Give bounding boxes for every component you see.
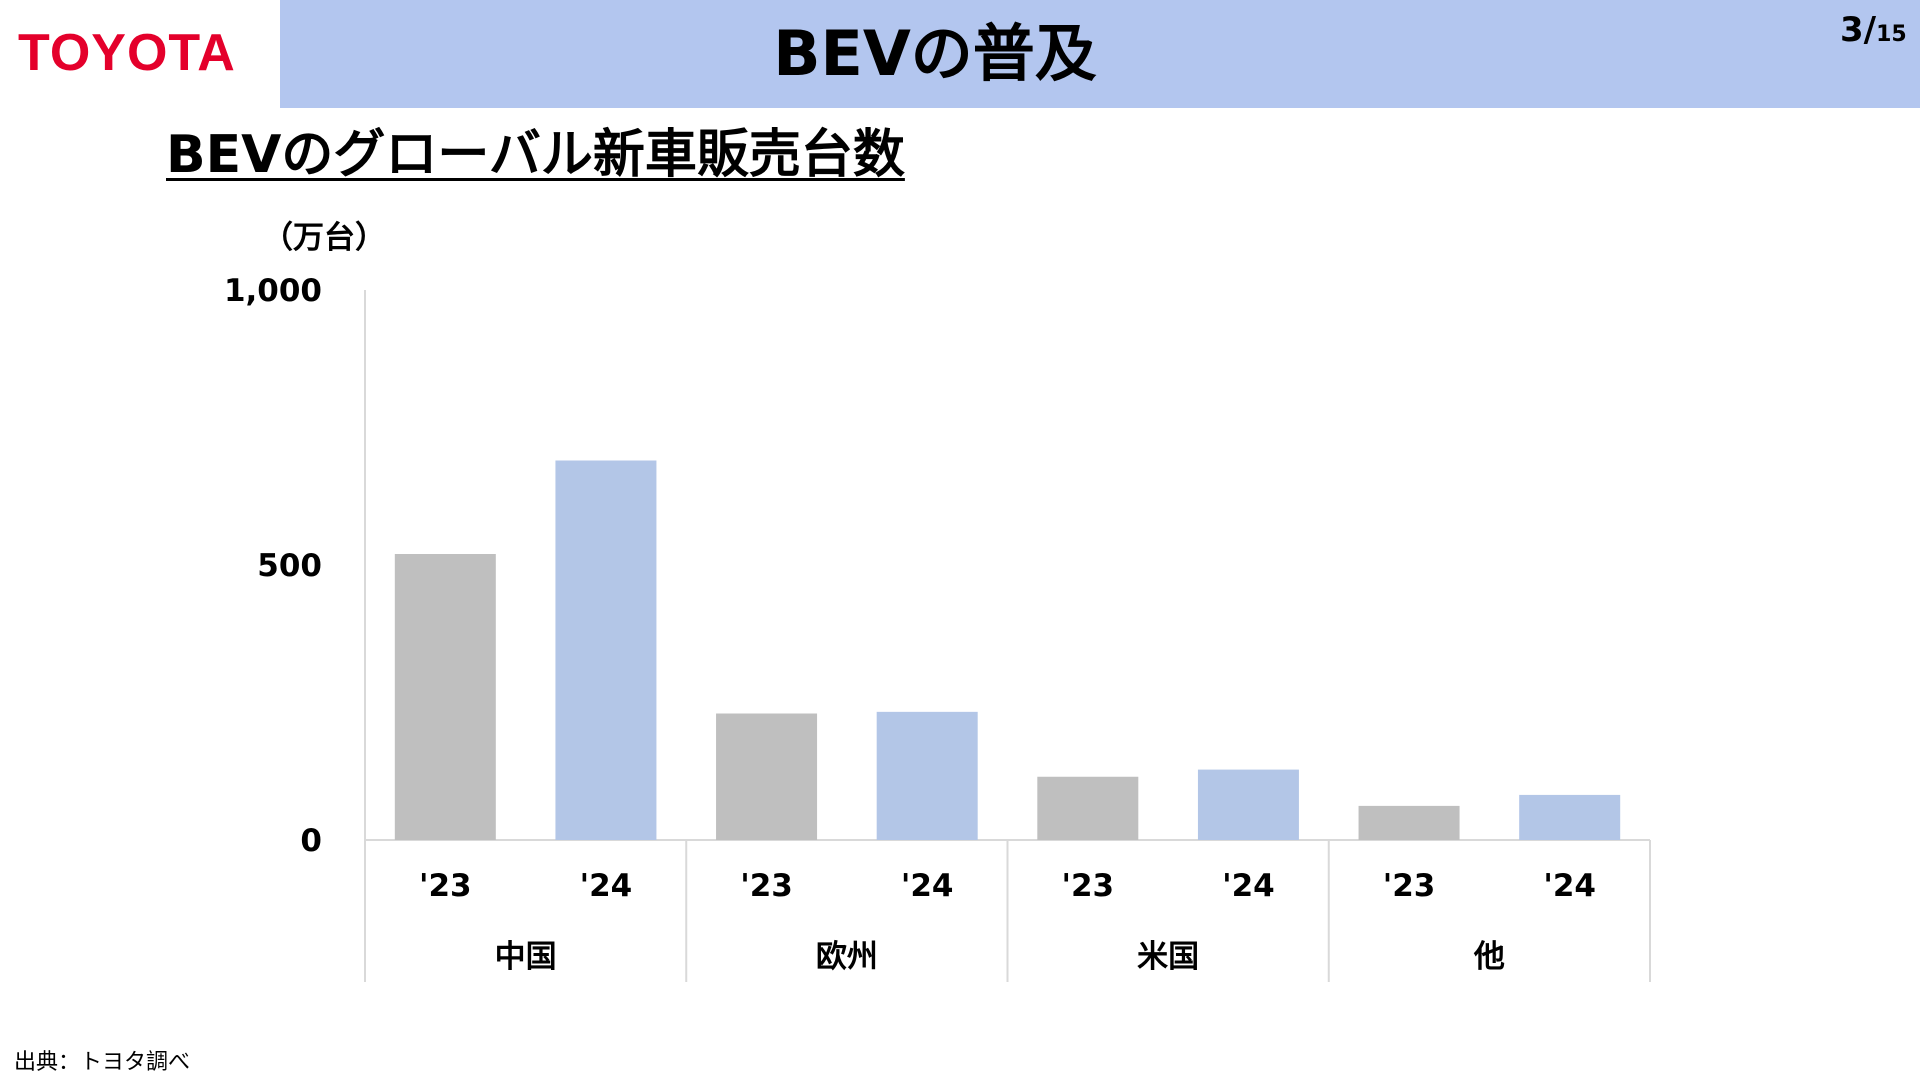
bar-year-label: '23 [1383, 868, 1436, 904]
bar [1519, 794, 1621, 840]
y-tick-label: 0 [300, 823, 322, 859]
bar [1197, 769, 1299, 840]
bar-year-label: '24 [901, 868, 954, 904]
bar [555, 460, 657, 840]
bar [1358, 805, 1460, 840]
bar-year-label: '24 [580, 868, 633, 904]
bar-year-label: '23 [740, 868, 793, 904]
bar-year-label: '24 [1222, 868, 1275, 904]
y-axis-unit-label: （万台） [262, 220, 386, 256]
page-current: 3 [1840, 10, 1864, 50]
page-total: 15 [1876, 22, 1907, 47]
bar [716, 713, 818, 840]
bar-year-label: '23 [1061, 868, 1114, 904]
group-label: 他 [1473, 939, 1505, 975]
bar [1037, 776, 1139, 840]
y-tick-label: 500 [257, 548, 322, 584]
source-note: 出典：トヨタ調べ [14, 1050, 191, 1075]
group-label: 米国 [1137, 939, 1199, 975]
page-number: 3/15 [1840, 10, 1907, 50]
title-band: BEVの普及 [280, 0, 1920, 108]
bar [876, 711, 978, 840]
group-label: 欧州 [816, 939, 878, 975]
chart-subtitle: BEVのグローバル新車販売台数 [166, 125, 905, 185]
toyota-logo: TOYOTA [18, 24, 236, 82]
page-separator: / [1863, 10, 1877, 50]
bar-year-label: '23 [419, 868, 472, 904]
slide-title: BEVの普及 [773, 17, 1097, 90]
bar-chart: 0 500 1,000 '23 '24 '23 '24 '23 '24 '23 '24 中国 欧州 米国 他 [224, 273, 1651, 982]
group-label: 中国 [495, 939, 557, 975]
bar [394, 554, 496, 840]
bar-year-label: '24 [1543, 868, 1596, 904]
y-tick-label: 1,000 [224, 273, 322, 309]
